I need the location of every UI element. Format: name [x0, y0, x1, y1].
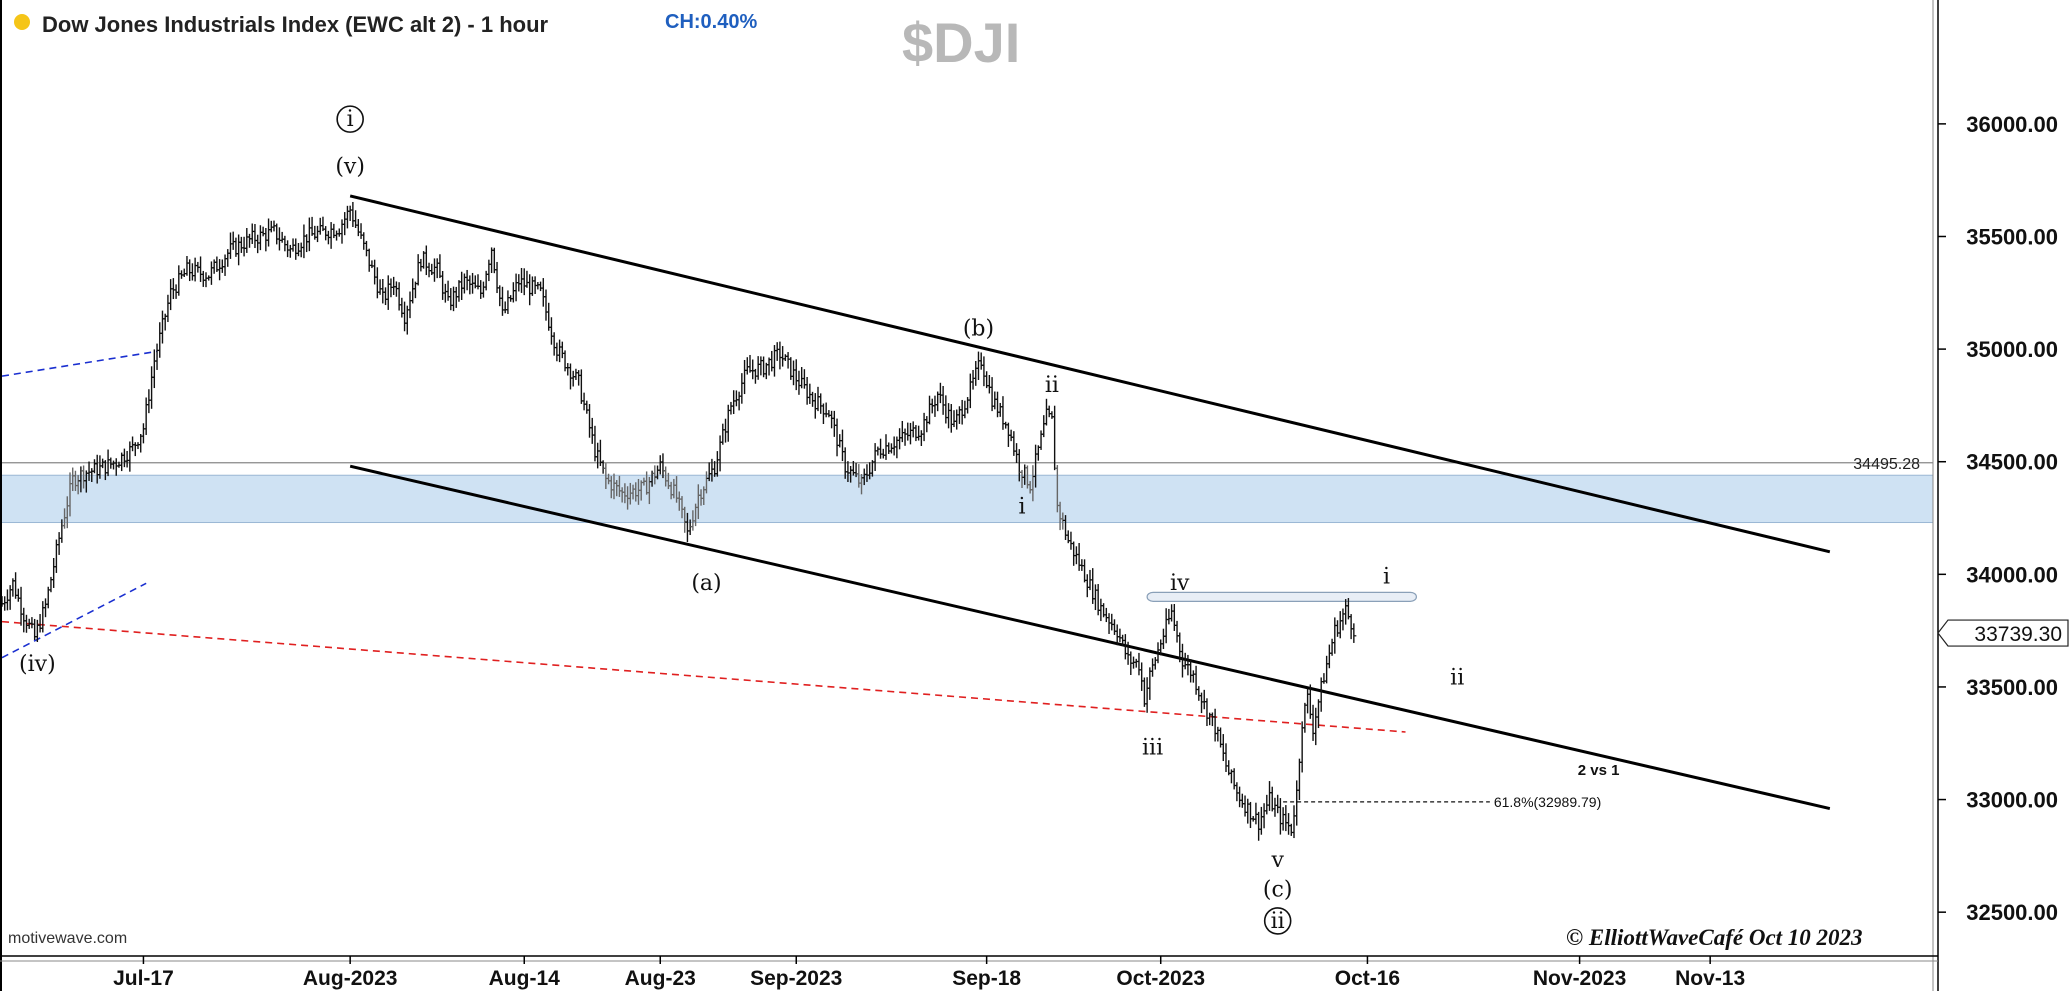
wave-label: i: [1383, 564, 1390, 589]
annotations-layer: 2 vs 1: [1578, 762, 1620, 779]
x-tick-label: Aug-14: [489, 967, 560, 990]
change-percent: CH:0.40%: [665, 11, 757, 33]
wave-label: ii: [1450, 666, 1464, 691]
y-tick-label: 33500.00: [1966, 675, 2058, 700]
wave-label: iv: [1170, 571, 1190, 596]
wave-label: i: [347, 107, 354, 132]
x-tick-label: Nov-2023: [1533, 967, 1626, 990]
x-tick-label: Sep-18: [952, 967, 1021, 990]
y-tick-label: 36000.00: [1966, 112, 2058, 137]
zones-layer: [0, 474, 1934, 524]
y-tick-label: 35500.00: [1966, 224, 2058, 249]
x-tick-label: Oct-2023: [1116, 967, 1205, 990]
wave-label: (b): [963, 317, 994, 342]
wave-label: (a): [691, 571, 721, 596]
wave-label-circle: [336, 105, 364, 133]
x-tick-label: Aug-23: [625, 967, 696, 990]
last-price-label: 33739.30: [1974, 623, 2062, 646]
trendlines-layer: 61.8%(32989.79): [1, 194, 1831, 811]
wave-label: (c): [1263, 877, 1293, 902]
blue-upper-line: [1, 350, 158, 377]
y-tick-label: 34500.00: [1966, 450, 2058, 475]
status-dot-icon: [14, 14, 30, 30]
x-tick-label: Nov-13: [1675, 967, 1745, 990]
copyright-text: © ElliottWaveCafé Oct 10 2023: [1566, 925, 1863, 950]
wave-label: ii: [1045, 373, 1059, 398]
upper-channel-line: [349, 194, 1831, 554]
x-tick-label: Aug-2023: [303, 967, 398, 990]
last-price-marker: [1937, 619, 2069, 647]
x-tick-label: Jul-17: [113, 967, 174, 990]
wave-label: ii: [1271, 909, 1285, 934]
symbol-watermark: $DJI: [902, 11, 1020, 74]
lower-channel-line: [349, 464, 1831, 811]
blue-lower-line: [1, 582, 147, 659]
annotation-label: 2 vs 1: [1578, 762, 1620, 779]
y-tick-label: 35000.00: [1966, 337, 2058, 362]
hlines-layer: 34495.28: [0, 456, 1933, 473]
red-trendline-line: [1, 620, 1406, 733]
y-tick-label: 33000.00: [1966, 788, 2058, 813]
support-zone: [0, 474, 1934, 524]
chart-title: Dow Jones Industrials Index (EWC alt 2) …: [42, 12, 549, 37]
wave-label: i: [1018, 495, 1025, 520]
wave-label: iii: [1142, 736, 1163, 761]
brand-watermark: motivewave.com: [8, 930, 127, 947]
x-tick-label: Sep-2023: [750, 967, 842, 990]
horizontal-level-label: 34495.28: [1853, 456, 1920, 473]
wave-label: (iv): [19, 652, 56, 677]
y-tick-label: 34000.00: [1966, 562, 2058, 587]
fib-level-label: 61.8%(32989.79): [1494, 794, 1601, 810]
ohlc-bar: [1351, 623, 1357, 643]
x-tick-label: Oct-16: [1335, 967, 1400, 990]
wave-label: (v): [335, 154, 365, 179]
x-axis: Jul-17 Aug-2023 Aug-14 Aug-23 Sep-2023 Sep-18…: [113, 956, 1745, 990]
wave-label-circle: [1263, 907, 1292, 935]
candles-layer: [0, 201, 1357, 841]
y-tick-label: 32500.00: [1966, 900, 2058, 925]
y-axis: 32500.00 33000.00 33500.00 34000.00 34500.00…: [1937, 112, 2069, 925]
wave-label: v: [1270, 848, 1284, 873]
